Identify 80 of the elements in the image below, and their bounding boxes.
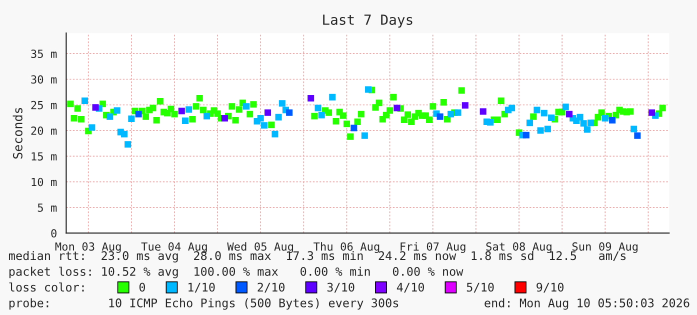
point	[92, 104, 99, 111]
legend-label: 3/10	[327, 282, 354, 293]
legend-label: 2/10	[258, 282, 285, 293]
point	[286, 109, 293, 116]
point	[634, 132, 641, 139]
legend-label: 5/10	[466, 282, 494, 293]
point	[540, 110, 548, 116]
x-tick-label: Mon 03 Aug	[55, 242, 121, 253]
chart-title: Last 7 Days	[323, 14, 412, 28]
point	[120, 130, 128, 138]
point	[204, 112, 210, 120]
point	[480, 108, 486, 115]
point	[361, 132, 368, 139]
y-tick-label: 30 m	[31, 75, 57, 84]
y-tick-label: 10 m	[32, 178, 57, 186]
y-tick-label: 5 m	[38, 204, 57, 212]
y-axis-title: Seconds	[12, 108, 22, 159]
point	[562, 104, 569, 110]
point	[394, 104, 400, 112]
point	[544, 126, 551, 132]
y-tick-label: 15 m	[32, 152, 57, 161]
point	[128, 115, 135, 122]
point	[508, 104, 516, 112]
legend-label: 0	[139, 282, 146, 292]
text: packet loss: 10.52 % avg 100.00 % max 0.00 % min 0.00 % now	[9, 266, 464, 278]
x-tick-label: Tue 04 Aug	[141, 242, 207, 253]
text: probe: 10 ICMP Echo Pings (500 Bytes) every 300s	[9, 298, 398, 310]
point	[257, 114, 264, 122]
point	[260, 122, 268, 129]
text: end: Mon Aug 10 05:50:03 2026	[484, 298, 690, 310]
point	[576, 114, 584, 120]
point	[584, 126, 590, 133]
point	[436, 113, 444, 120]
x-tick-label: Thu 06 Aug	[314, 242, 380, 253]
point	[522, 132, 530, 138]
point	[178, 108, 185, 114]
point	[462, 102, 468, 109]
point	[537, 127, 544, 134]
point	[329, 94, 336, 100]
point	[272, 130, 278, 138]
point	[448, 110, 454, 118]
point	[88, 124, 96, 131]
x-tick-label: Wed 05 Aug	[227, 242, 294, 253]
point	[648, 109, 656, 116]
legend-title: loss color:	[9, 282, 84, 292]
point	[365, 86, 372, 93]
point	[602, 114, 608, 122]
point	[275, 114, 282, 120]
y-tick-label: 20 m	[31, 126, 57, 135]
point	[526, 120, 534, 126]
legend-label: 4/10	[396, 282, 424, 293]
point	[106, 113, 114, 120]
point	[278, 100, 286, 107]
legend-label: 1/10	[188, 282, 215, 293]
point	[221, 114, 228, 122]
point	[630, 126, 638, 132]
point	[308, 94, 314, 102]
point	[534, 106, 540, 114]
point	[186, 106, 192, 113]
point	[318, 112, 325, 118]
point	[135, 110, 142, 118]
point	[242, 103, 250, 110]
point	[350, 124, 358, 132]
y-tick-label: 0	[51, 229, 56, 238]
point	[314, 104, 322, 112]
point	[487, 119, 494, 126]
point	[566, 110, 572, 118]
point	[454, 109, 462, 116]
point	[609, 117, 616, 124]
y-tick-label: 35 m	[31, 50, 57, 58]
point	[580, 120, 587, 127]
point	[124, 141, 132, 148]
y-tick-label: 25 m	[31, 100, 57, 110]
point	[114, 107, 120, 114]
legend-label: 9/10	[536, 282, 564, 293]
point	[182, 118, 188, 124]
point	[82, 98, 88, 104]
point	[264, 109, 272, 116]
point	[548, 114, 555, 121]
point	[588, 120, 594, 126]
